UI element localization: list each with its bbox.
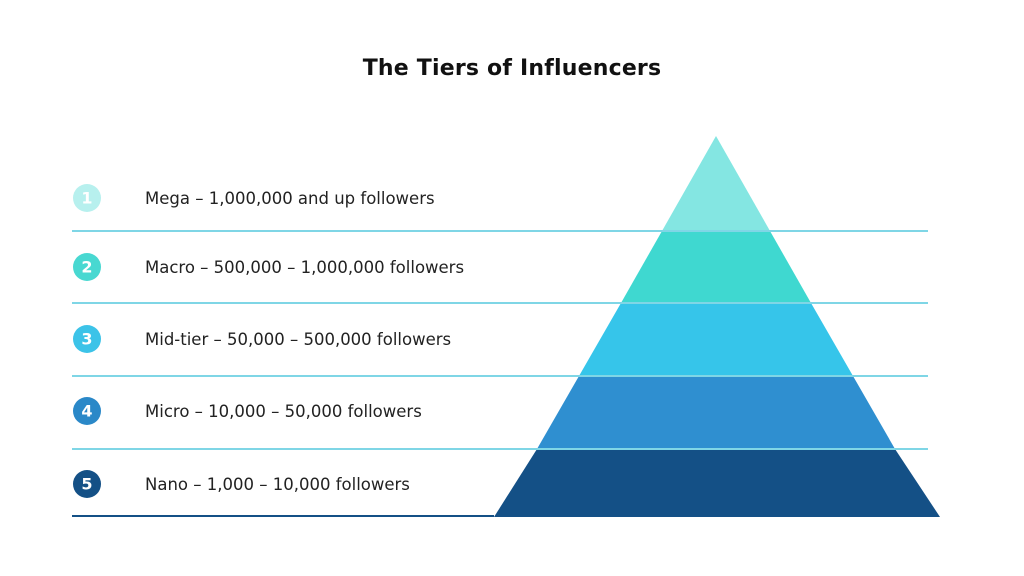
pyramid-tier-4 [537, 376, 895, 449]
tier-label-nano: Nano – 1,000 – 10,000 followers [145, 474, 410, 494]
tier-label-macro: Macro – 500,000 – 1,000,000 followers [145, 257, 465, 277]
tier-number: 5 [81, 475, 92, 494]
pyramid-tier-1 [662, 136, 770, 231]
tier-row-mid-tier: 3 Mid-tier – 50,000 – 500,000 followers [72, 319, 451, 359]
tier-label-mid-tier: Mid-tier – 50,000 – 500,000 followers [145, 329, 452, 349]
tier-row-mega: 1 Mega – 1,000,000 and up followers [72, 178, 435, 218]
tier-number: 4 [81, 402, 92, 421]
tier-number: 1 [81, 189, 92, 208]
diagram-title: The Tiers of Influencers [362, 56, 662, 81]
number-3-badge-icon: 3 [72, 324, 102, 354]
tier-row-nano: 5 Nano – 1,000 – 10,000 followers [72, 464, 410, 504]
tier-number: 3 [81, 330, 92, 349]
number-5-badge-icon: 5 [72, 469, 102, 499]
pyramid-tier-5 [494, 449, 940, 517]
tier-number: 2 [81, 258, 92, 277]
number-2-badge-icon: 2 [72, 252, 102, 282]
tier-label-mega: Mega – 1,000,000 and up followers [145, 188, 435, 208]
pyramid-tier-2 [621, 231, 811, 303]
tier-row-macro: 2 Macro – 500,000 – 1,000,000 followers [72, 247, 464, 287]
number-1-badge-icon: 1 [72, 183, 102, 213]
number-4-badge-icon: 4 [72, 396, 102, 426]
tier-label-micro: Micro – 10,000 – 50,000 followers [145, 401, 422, 421]
tier-row-micro: 4 Micro – 10,000 – 50,000 followers [72, 391, 422, 431]
pyramid-tier-3 [579, 303, 853, 376]
